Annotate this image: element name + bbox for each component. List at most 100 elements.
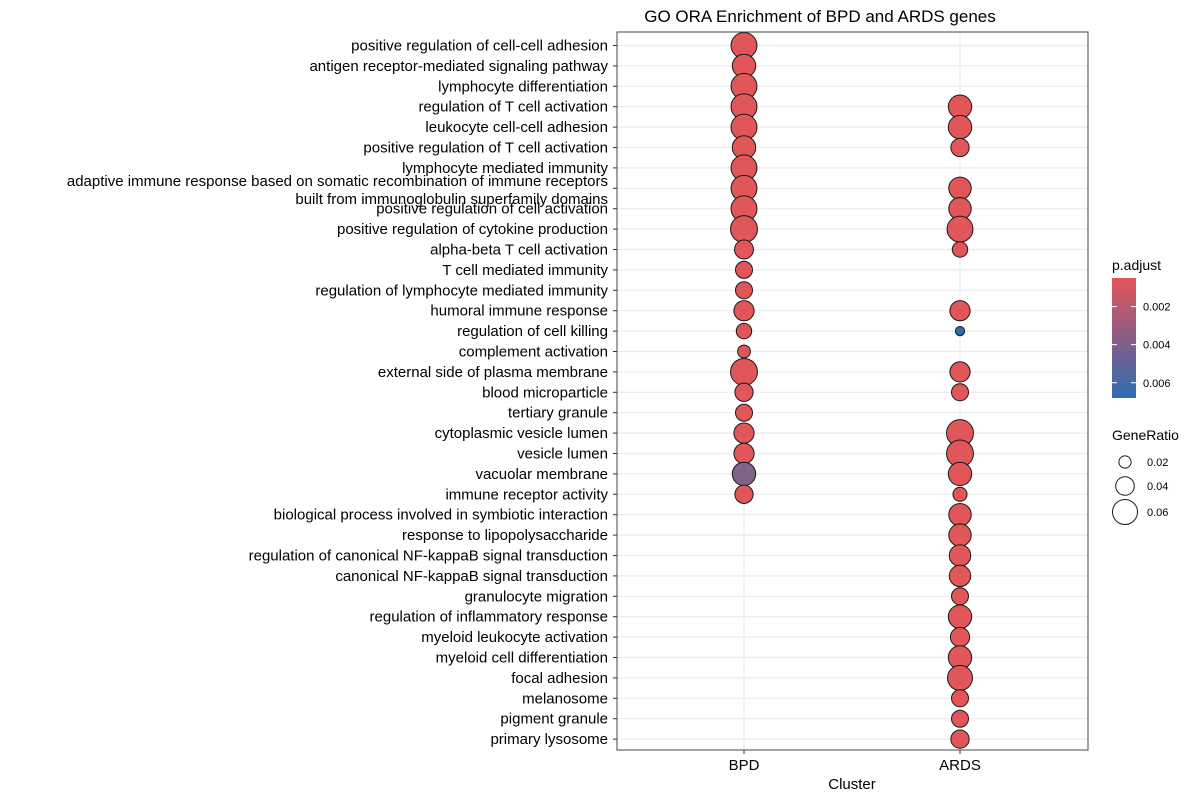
panel-border [616, 31, 1089, 751]
padjust-tick-label: 0.004 [1143, 340, 1171, 352]
enrichment-point [947, 604, 973, 629]
term-label-line: built from immunoglobulin superfamily do… [295, 191, 608, 208]
term-label: melanosome [522, 690, 608, 707]
padjust-tick-label: 0.006 [1143, 378, 1171, 390]
generatio-legend-label: 0.02 [1147, 457, 1168, 469]
term-label: lymphocyte mediated immunity [402, 160, 608, 177]
generatio-legend-items: 0.02 0.04 0.06 [1112, 455, 1168, 525]
enrichment-point [951, 587, 969, 606]
enrichment-point [737, 344, 751, 359]
enrichment-point [947, 664, 973, 691]
enrichment-point [946, 215, 974, 243]
padjust-color-bar [1112, 278, 1136, 398]
term-label: granulocyte migration [465, 588, 608, 605]
enrichment-point [950, 137, 970, 158]
enrichment-point [948, 544, 972, 567]
enrichment-point [733, 422, 755, 444]
term-label: positive regulation of cell-cell adhesio… [351, 38, 608, 55]
padjust-tick-label: 0.002 [1143, 302, 1171, 314]
enrichment-point [954, 325, 966, 337]
term-label: positive regulation of cytokine producti… [337, 221, 608, 238]
term-label: immune receptor activity [445, 486, 608, 503]
generatio-legend-title: GeneRatio [1112, 427, 1179, 443]
term-label: cytoplasmic vesicle lumen [435, 425, 608, 442]
enrichment-point [735, 322, 753, 340]
enrichment-point [952, 486, 968, 502]
term-label: myeloid cell differentiation [436, 650, 608, 667]
term-label: response to lipopolysaccharide [402, 527, 608, 544]
term-label: regulation of inflammatory response [370, 609, 608, 626]
generatio-legend-label: 0.06 [1147, 507, 1168, 519]
enrichment-point [948, 523, 972, 547]
term-label: tertiary granule [508, 405, 608, 422]
term-label: alpha-beta T cell activation [430, 242, 608, 259]
term-axis-labels: positive regulation of cell-cell adhesio… [67, 38, 617, 748]
padjust-legend-ticks: 0.002 0.004 0.006 [1112, 302, 1171, 390]
enrichment-point [949, 300, 971, 322]
enrichment-point [951, 383, 969, 402]
enrichment-point [733, 300, 755, 322]
term-label: vacuolar membrane [475, 466, 608, 483]
term-label: pigment granule [500, 711, 608, 728]
enrichment-point [735, 281, 753, 300]
term-label: myeloid leukocyte activation [421, 629, 608, 646]
term-label: vesicle lumen [517, 446, 608, 463]
term-label-line: adaptive immune response based on somati… [67, 173, 608, 190]
term-label: canonical NF-kappaB signal transduction [335, 568, 608, 585]
enrichment-point [734, 239, 754, 260]
cluster-label: ARDS [939, 757, 981, 774]
enrichment-point [735, 260, 753, 279]
enrichment-point [730, 357, 758, 386]
enrichment-point [949, 361, 971, 383]
enrichment-point [735, 403, 753, 422]
enrichment-point [947, 94, 973, 119]
enrichment-point [947, 461, 973, 487]
term-label: biological process involved in symbiotic… [274, 507, 608, 524]
padjust-legend: p.adjust 0.002 0.004 0.006 [1112, 257, 1171, 398]
enrichment-point [948, 564, 972, 588]
enrichment-point [734, 484, 754, 504]
term-label: primary lysosome [490, 731, 608, 748]
generatio-legend: GeneRatio 0.02 0.04 0.06 [1112, 427, 1179, 525]
term-label: regulation of T cell activation [418, 99, 608, 116]
grid-lines [617, 32, 1088, 750]
term-label: T cell mediated immunity [442, 262, 608, 279]
enrichment-point [733, 442, 755, 465]
enrichment-point [951, 689, 969, 708]
term-label: humoral immune response [430, 303, 608, 320]
term-label: antigen receptor-mediated signaling path… [309, 58, 608, 75]
x-axis-title: Cluster [828, 776, 876, 793]
term-label: regulation of cell killing [457, 323, 608, 340]
enrichment-point [951, 709, 969, 728]
enrichment-point [950, 729, 970, 749]
term-label: complement activation [459, 344, 608, 361]
generatio-legend-circle [1112, 499, 1138, 525]
generatio-legend-label: 0.04 [1147, 481, 1168, 493]
cluster-axis: BPD ARDS [729, 750, 981, 774]
enrichment-points [730, 32, 974, 749]
term-label: focal adhesion [511, 670, 608, 687]
enrichment-point [947, 114, 973, 140]
generatio-legend-circle [1115, 476, 1135, 496]
term-label: lymphocyte differentiation [438, 78, 608, 95]
enrichment-point [951, 241, 969, 258]
enrichment-point [948, 502, 972, 527]
enrichment-point [734, 382, 754, 402]
padjust-legend-title: p.adjust [1112, 257, 1161, 273]
term-label: regulation of lymphocyte mediated immuni… [315, 282, 608, 299]
term-label: positive regulation of T cell activation [363, 140, 608, 157]
enrichment-point [948, 176, 972, 201]
generatio-legend-circle [1118, 455, 1132, 469]
term-label: adaptive immune response based on somati… [67, 173, 608, 208]
term-label: external side of plasma membrane [378, 364, 608, 381]
enrichment-point [730, 215, 758, 244]
chart-title: GO ORA Enrichment of BPD and ARDS genes [644, 7, 996, 26]
term-label: regulation of canonical NF-kappaB signal… [249, 548, 608, 565]
term-label: blood microparticle [482, 384, 608, 401]
enrichment-point [949, 626, 971, 648]
term-label: leukocyte cell-cell adhesion [425, 119, 608, 136]
cluster-label: BPD [729, 757, 760, 774]
term-label: positive regulation of cell activation [376, 201, 608, 218]
